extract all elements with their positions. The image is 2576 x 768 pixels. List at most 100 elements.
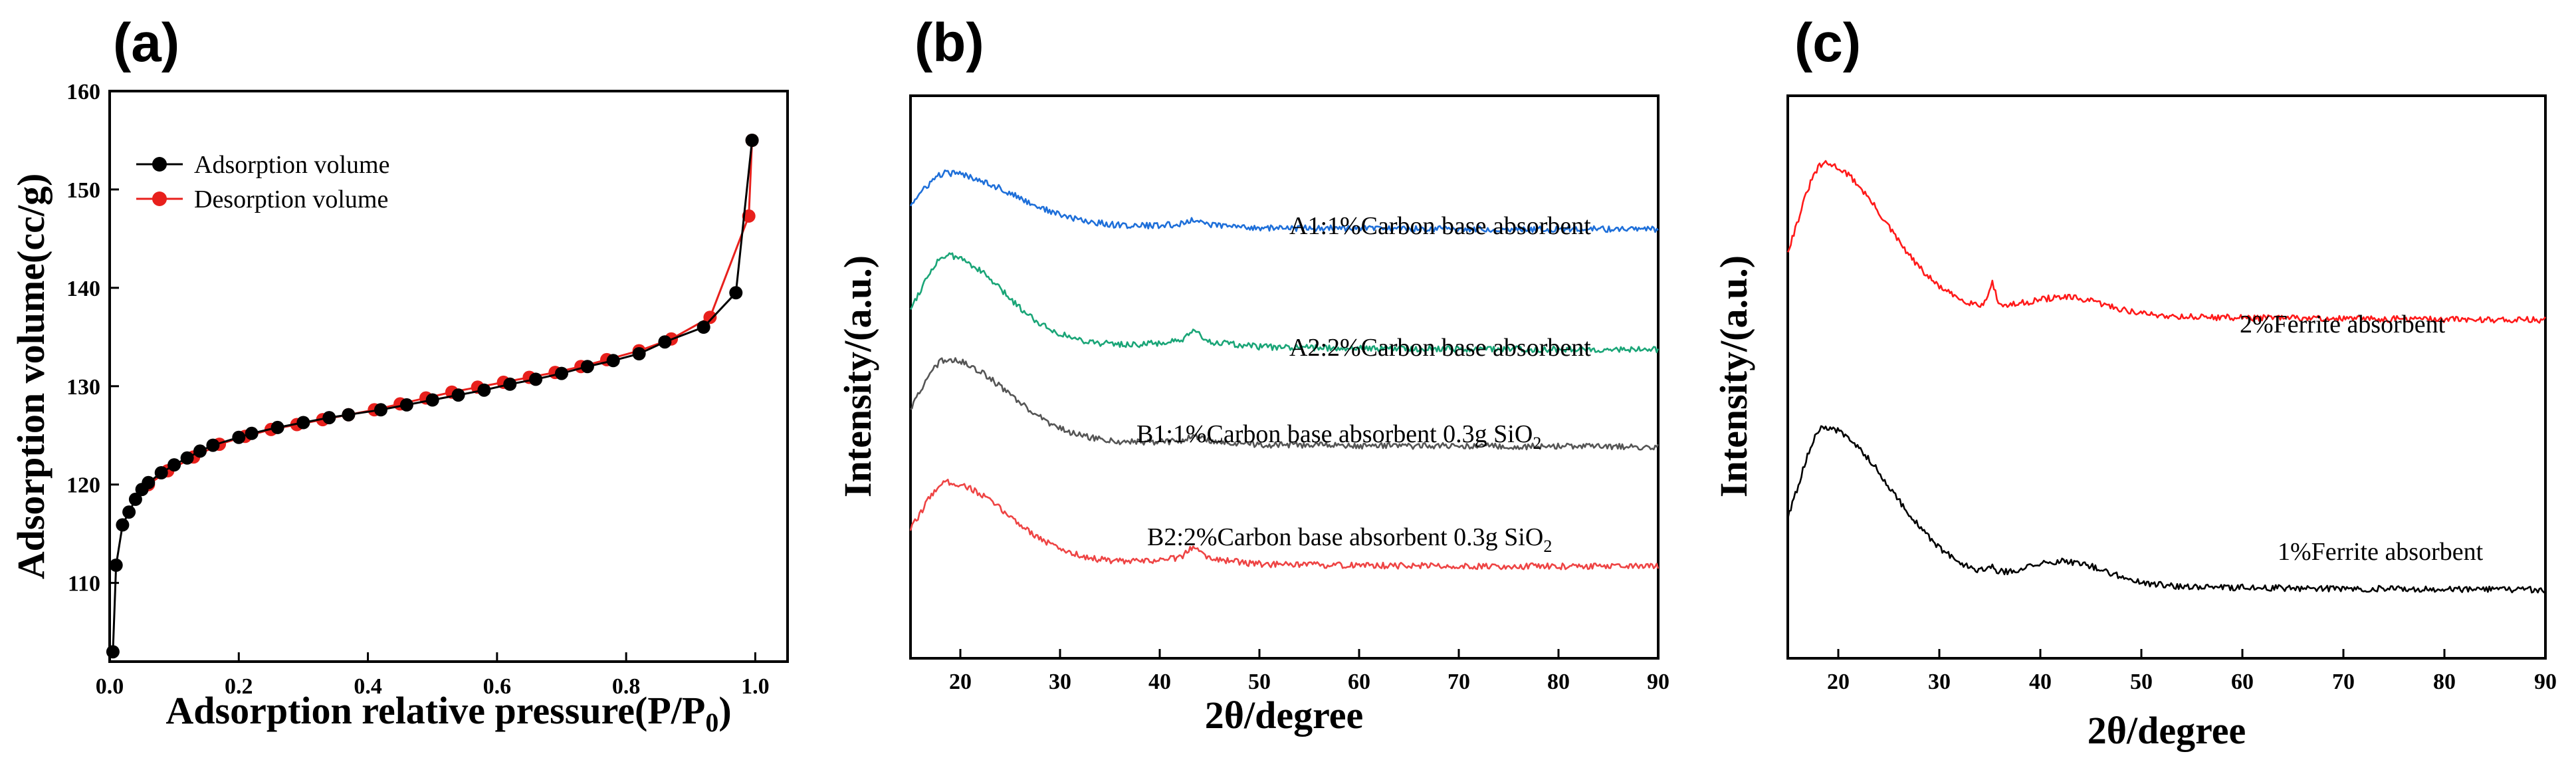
adsorption-point [245,426,259,440]
x-tick-label: 40 [2029,670,2052,694]
y-tick-label: 160 [66,80,100,104]
panel-c-x-axis-title: 2θ/degree [2088,709,2246,752]
x-tick-label: 70 [2332,670,2355,694]
x-tick-label: 0.4 [354,674,382,699]
adsorption-point [745,134,759,147]
xrd-series-line [1786,425,2546,594]
panel-b-label: (b) [914,13,984,73]
adsorption-point [109,559,123,572]
adsorption-point [342,408,356,422]
adsorption-point [697,320,710,334]
panel-a-y-ticks: 110 120 130 140 150 160 [66,80,119,596]
adsorption-point [122,505,136,519]
xrd-series-line [909,478,1660,571]
adsorption-point [193,444,207,458]
panel-c-x-ticks: 20 30 40 50 60 70 80 90 [1827,649,2557,694]
desorption-point [742,209,756,223]
panel-b-frame [909,94,1660,660]
adsorption-point [580,360,594,374]
panel-b-label-b2: B2:2%Carbon base absorbent 0.3g SiO2 [1147,523,1552,556]
legend-desorption-label: Desorption volume [194,186,388,213]
panel-b-label-a2: A2:2%Carbon base absorbent [1289,334,1591,362]
x-tick-label: 60 [1348,670,1370,694]
adsorption-point [116,518,130,532]
adsorption-point [477,383,491,397]
panel-c-label-1pct: 1%Ferrite absorbent [2278,538,2484,566]
desorption-point [703,311,717,324]
panel-c-label-2pct: 2%Ferrite absorbent [2240,311,2446,338]
adsorption-point [142,475,156,489]
panel-a: (a) 0.0 0.2 0.4 0.6 0.8 1.0 110 120 130 140 150 16… [9,13,789,737]
x-tick-label: 40 [1148,670,1171,694]
panel-c-y-axis-title: Intensity/(a.u.) [1712,255,1755,497]
panel-a-legend: Adsorption volume Desorption volume [136,151,389,213]
y-tick-label: 120 [66,473,100,498]
xrd-series-line [909,252,1660,354]
adsorption-point [232,430,246,444]
adsorption-point [658,335,672,349]
panel-c-series [1786,160,2547,594]
panel-c-frame [1786,94,2547,660]
adsorption-point [374,403,387,417]
y-tick-label: 150 [66,178,100,203]
x-tick-label: 30 [1928,670,1951,694]
y-tick-label: 110 [68,572,100,596]
adsorption-point [503,377,517,391]
x-tick-label: 0.0 [96,674,124,699]
adsorption-point [206,438,220,452]
panel-a-x-axis-title: Adsorption relative pressure(P/P0) [165,689,731,737]
adsorption-point [270,420,284,434]
panel-b: (b) 20 30 40 50 60 70 80 90 A1:1%Carbon base ab… [836,13,1669,737]
y-tick-label: 140 [66,277,100,301]
adsorption-point [425,393,439,407]
x-tick-label: 60 [2231,670,2254,694]
adsorption-point [729,286,743,300]
y-tick-label: 130 [66,375,100,400]
adsorption-point [529,372,543,386]
panel-c-label: (c) [1794,13,1861,73]
adsorption-point [128,492,142,506]
panel-b-x-ticks: 20 30 40 50 60 70 80 90 [949,649,1669,694]
x-tick-label: 20 [1827,670,1850,694]
adsorption-point [606,354,620,368]
panel-a-series [106,134,759,659]
adsorption-point [180,451,194,465]
adsorption-point [322,411,336,425]
adsorption-point [399,398,413,412]
x-tick-label: 90 [1647,670,1669,694]
legend-marker-adsorption [152,157,167,172]
adsorption-point [296,416,310,430]
panel-a-label: (a) [113,13,179,73]
adsorption-point [451,388,465,402]
x-tick-label: 1.0 [741,674,770,699]
panel-b-series [909,169,1660,571]
adsorption-point [154,466,168,479]
x-tick-label: 30 [1049,670,1071,694]
xrd-series-line [1786,160,2547,324]
xrd-series-line [910,357,1660,451]
panel-b-y-axis-title: Intensity/(a.u.) [836,255,879,497]
legend-adsorption-label: Adsorption volume [194,151,389,179]
x-tick-label: 50 [1248,670,1271,694]
panel-c: (c) 20 30 40 50 60 70 80 90 2%Ferrite absorbent… [1712,13,2557,752]
x-tick-label: 90 [2534,670,2557,694]
legend-marker-desorption [152,192,167,206]
panel-b-x-axis-title: 2θ/degree [1205,694,1364,737]
adsorption-point [167,458,181,472]
xrd-series-line [909,169,1659,233]
x-tick-label: 0.2 [225,674,253,699]
x-tick-label: 0.8 [612,674,641,699]
x-tick-label: 70 [1448,670,1470,694]
panel-a-y-axis-title: Adsorption volume(cc/g) [9,174,53,580]
panel-a-x-ticks: 0.0 0.2 0.4 0.6 0.8 1.0 [96,652,770,699]
adsorption-point [106,645,120,659]
x-tick-label: 0.6 [483,674,512,699]
adsorption-point [555,366,568,380]
x-tick-label: 20 [949,670,972,694]
adsorption-point [632,347,646,360]
x-tick-label: 80 [2433,670,2456,694]
x-tick-label: 80 [1547,670,1570,694]
panel-b-label-a1: A1:1%Carbon base absorbent [1289,212,1591,240]
panel-a-frame [108,90,789,663]
